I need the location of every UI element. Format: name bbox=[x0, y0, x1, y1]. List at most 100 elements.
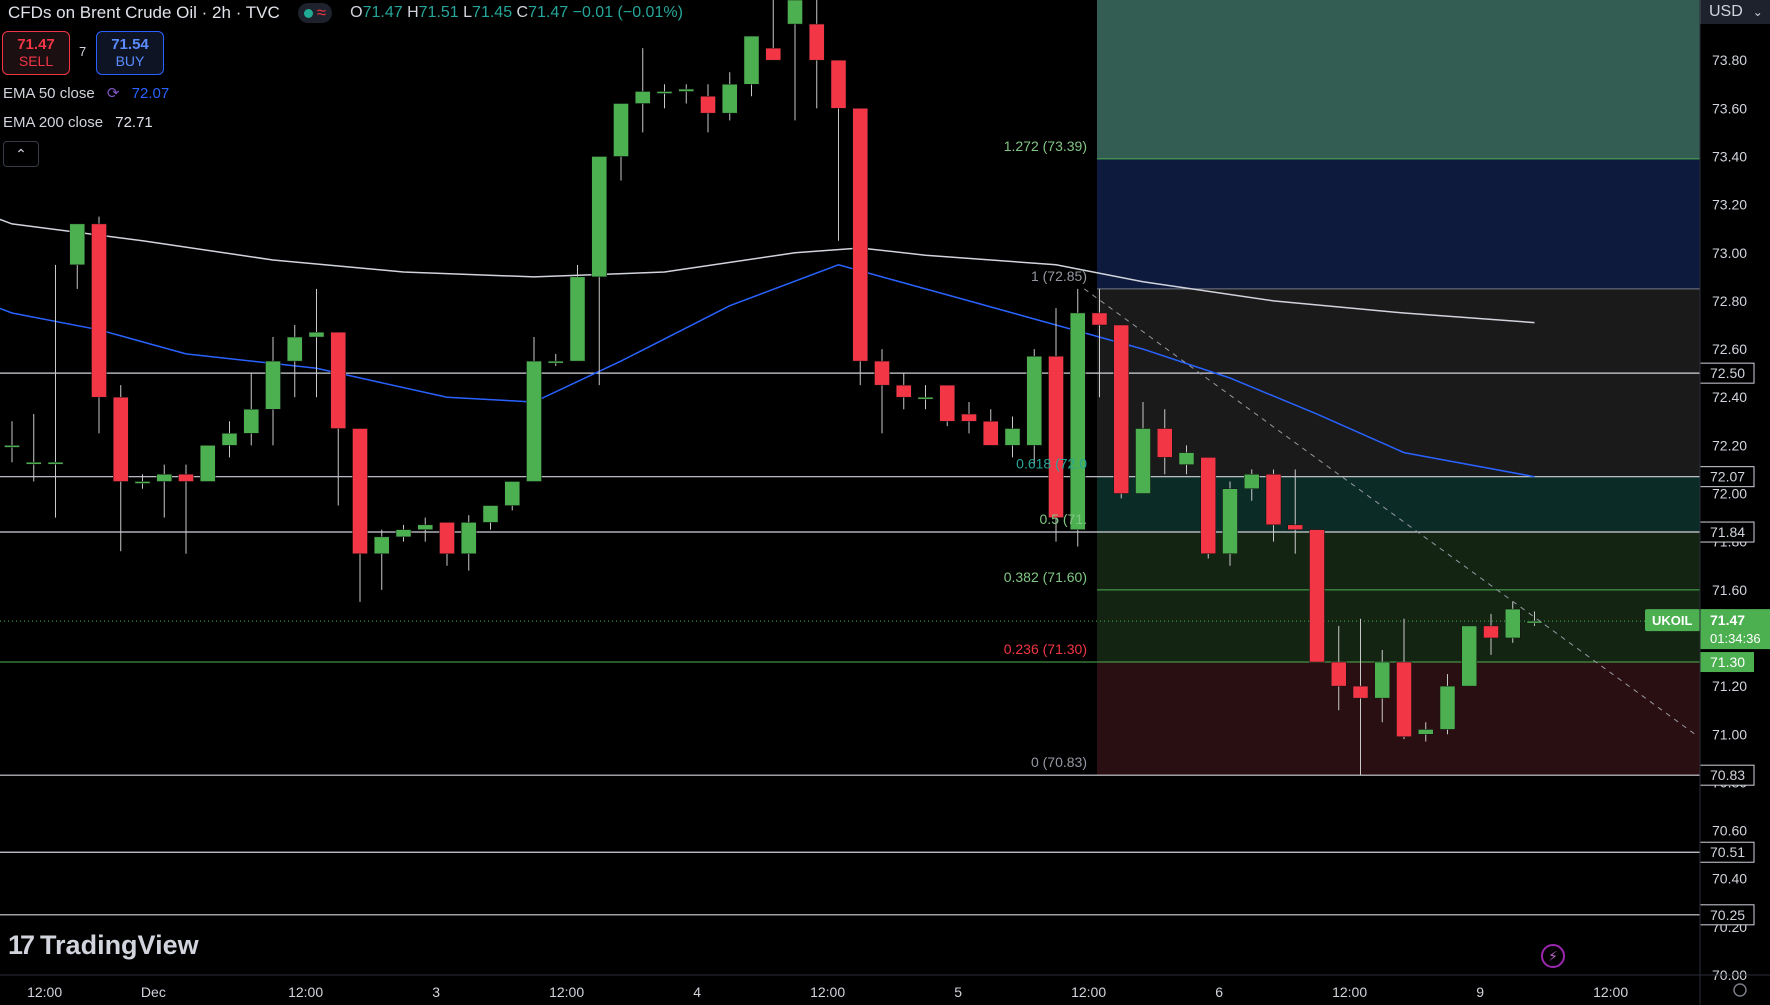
candle-body bbox=[1309, 529, 1325, 663]
level-label-4: 70.51 bbox=[1710, 844, 1745, 860]
candle-body bbox=[1004, 428, 1021, 446]
candle-body bbox=[1070, 312, 1086, 530]
candle-body bbox=[504, 481, 520, 506]
candle bbox=[1526, 611, 1543, 626]
candle-body bbox=[983, 421, 999, 446]
candle bbox=[156, 464, 172, 518]
chevron-up-icon: ⌃ bbox=[15, 145, 27, 162]
fib-zone-4 bbox=[1097, 532, 1700, 663]
ema50-legend[interactable]: EMA 50 close ⟳ 72.07 bbox=[3, 85, 170, 102]
price-tick-7: 72.40 bbox=[1712, 389, 1747, 405]
level-label-2: 71.84 bbox=[1710, 524, 1745, 540]
fib-zone-1 bbox=[1097, 158, 1700, 289]
fibonacci-zones bbox=[1097, 0, 1700, 776]
time-tick-0: 12:00 bbox=[27, 984, 62, 1000]
horizontal-levels bbox=[0, 372, 1700, 916]
time-axis: 12:00 Dec 12:00 3 12:00 4 12:00 5 12:00 6 12:00 9 12… bbox=[27, 983, 1747, 1000]
candle bbox=[656, 84, 673, 109]
time-tick-8: 12:00 bbox=[1071, 984, 1106, 1000]
candle-body bbox=[26, 461, 42, 465]
candle-body bbox=[113, 396, 129, 482]
lightning-icon[interactable]: ⚡ bbox=[1541, 944, 1565, 968]
candle bbox=[1265, 469, 1282, 542]
candle-body bbox=[1026, 356, 1042, 446]
candle-body bbox=[482, 505, 499, 523]
candle bbox=[1352, 618, 1369, 776]
candle-body bbox=[4, 445, 20, 448]
price-tick-8: 72.20 bbox=[1712, 437, 1747, 453]
candle bbox=[635, 48, 651, 133]
fib-label-1: 1 (72.85) bbox=[1031, 268, 1087, 284]
candle bbox=[896, 373, 912, 410]
candle-body bbox=[917, 396, 934, 400]
candle bbox=[1222, 481, 1238, 566]
candle-body bbox=[1200, 457, 1216, 554]
ohlc-readout: O71.47 H71.51 L71.45 C71.47 −0.01 (−0.01… bbox=[350, 4, 683, 21]
candle-body bbox=[91, 223, 107, 398]
candle-body bbox=[243, 409, 259, 434]
candle bbox=[1048, 308, 1064, 542]
candle-body bbox=[134, 481, 151, 484]
candle-body bbox=[352, 428, 368, 554]
level-label-1: 72.07 bbox=[1710, 469, 1745, 485]
market-status-badge[interactable]: ≈ bbox=[297, 3, 333, 23]
candle bbox=[4, 421, 20, 463]
price-tick-9: 72.00 bbox=[1712, 486, 1747, 502]
candle bbox=[1418, 722, 1434, 742]
price-axis: 73.80 73.60 73.40 73.20 73.00 72.80 72.60 72.40… bbox=[1645, 52, 1770, 983]
candle-body bbox=[1331, 661, 1347, 687]
candle bbox=[395, 524, 412, 542]
candle bbox=[1200, 457, 1216, 559]
price-tick-0: 73.80 bbox=[1712, 52, 1747, 68]
support-label-box bbox=[1700, 652, 1754, 673]
chevron-down-icon: ⌄ bbox=[1752, 5, 1763, 19]
candle bbox=[308, 288, 325, 398]
candle bbox=[917, 385, 934, 410]
candle-body bbox=[374, 536, 390, 554]
candle bbox=[1331, 625, 1347, 711]
candle-body bbox=[1505, 608, 1521, 639]
candle bbox=[1244, 469, 1260, 501]
candle-body bbox=[1113, 324, 1129, 494]
candle-body bbox=[439, 522, 455, 554]
candle bbox=[134, 474, 151, 489]
candle-body bbox=[1135, 428, 1151, 494]
sell-button[interactable]: 71.47 SELL bbox=[2, 31, 70, 75]
change-value: −0.01 (−0.01%) bbox=[572, 4, 683, 21]
settings-icon bbox=[1733, 983, 1747, 997]
buy-button[interactable]: 71.54 BUY bbox=[96, 31, 164, 75]
candle bbox=[178, 464, 194, 554]
candle bbox=[374, 529, 390, 590]
price-tick-5: 72.80 bbox=[1712, 293, 1747, 309]
candle-body bbox=[1374, 661, 1390, 699]
candle bbox=[439, 522, 455, 566]
candle bbox=[1091, 288, 1108, 398]
time-tick-7: 5 bbox=[954, 984, 962, 1000]
candle bbox=[939, 384, 955, 427]
candle-body bbox=[200, 445, 216, 482]
symbol-title[interactable]: CFDs on Brent Crude Oil · 2h · TVC bbox=[8, 3, 280, 22]
time-tick-9: 6 bbox=[1215, 984, 1223, 1000]
price-tick-3: 73.20 bbox=[1712, 197, 1747, 213]
market-open-icon bbox=[303, 8, 313, 18]
candle bbox=[1026, 349, 1042, 465]
candle-body bbox=[1048, 356, 1064, 518]
candle bbox=[113, 385, 129, 552]
candle bbox=[1396, 618, 1412, 740]
time-tick-2: 12:00 bbox=[288, 984, 323, 1000]
currency-selector[interactable]: USD ⌄ bbox=[1700, 0, 1770, 24]
candle bbox=[874, 349, 890, 434]
candle bbox=[830, 59, 847, 241]
candle bbox=[983, 409, 999, 446]
price-tick-2: 73.40 bbox=[1712, 148, 1747, 164]
ema200-legend[interactable]: EMA 200 close 72.71 bbox=[3, 114, 153, 131]
fib-label-5: 0.236 (71.30) bbox=[1004, 641, 1087, 657]
collapse-legend-button[interactable]: ⌃ bbox=[3, 141, 39, 167]
candle-body bbox=[1265, 474, 1282, 526]
candle bbox=[91, 216, 107, 434]
candle-body bbox=[635, 91, 651, 104]
spread-value: 7 bbox=[79, 44, 87, 59]
candle-body bbox=[287, 336, 303, 362]
candle bbox=[613, 103, 629, 181]
